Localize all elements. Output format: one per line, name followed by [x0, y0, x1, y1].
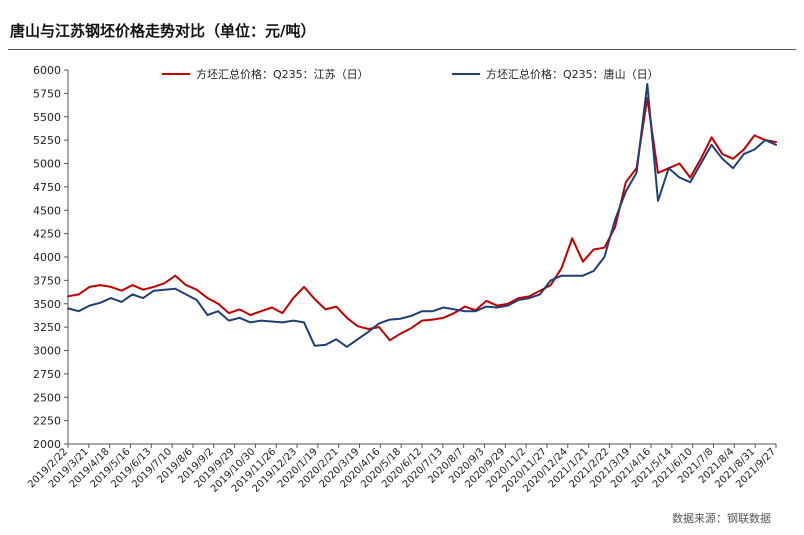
y-tick-label: 3000: [33, 345, 61, 358]
legend-label: 方坯汇总价格：Q235：江苏（日）: [196, 67, 369, 81]
series-layer: [67, 83, 777, 348]
y-tick-label: 6000: [33, 64, 61, 77]
y-tick-label: 5750: [33, 87, 61, 100]
axes: 6000 5750 5500 5250 5000 4750 4500 4250 4000 3750…: [26, 64, 778, 495]
y-tick-label: 3250: [33, 321, 61, 334]
y-tick-label: 5500: [33, 111, 61, 124]
y-tick-label: 5250: [33, 134, 61, 147]
legend-label: 方坯汇总价格：Q235：唐山（日）: [486, 67, 659, 81]
series-line-jiangsu: [67, 97, 777, 342]
y-tick-label: 3750: [33, 274, 61, 287]
series-line-tangshan: [67, 83, 777, 348]
y-tick-label: 4000: [33, 251, 61, 264]
y-tick-label: 3500: [33, 298, 61, 311]
y-tick-label: 4250: [33, 228, 61, 241]
y-tick-label: 2750: [33, 368, 61, 381]
y-tick-label: 2000: [33, 438, 61, 451]
title-divider: [8, 49, 796, 50]
legend: 方坯汇总价格：Q235：江苏（日） 方坯汇总价格：Q235：唐山（日）: [162, 67, 659, 81]
y-tick-label: 4500: [33, 204, 61, 217]
source-note: 数据来源：钢联数据: [672, 512, 771, 525]
y-tick-label: 2250: [33, 415, 61, 428]
y-tick-label: 2500: [33, 391, 61, 404]
y-tick-label: 4750: [33, 181, 61, 194]
y-tick-label: 5000: [33, 158, 61, 171]
chart-title: 唐山与江苏钢坯价格走势对比（单位：元/吨）: [10, 22, 316, 40]
